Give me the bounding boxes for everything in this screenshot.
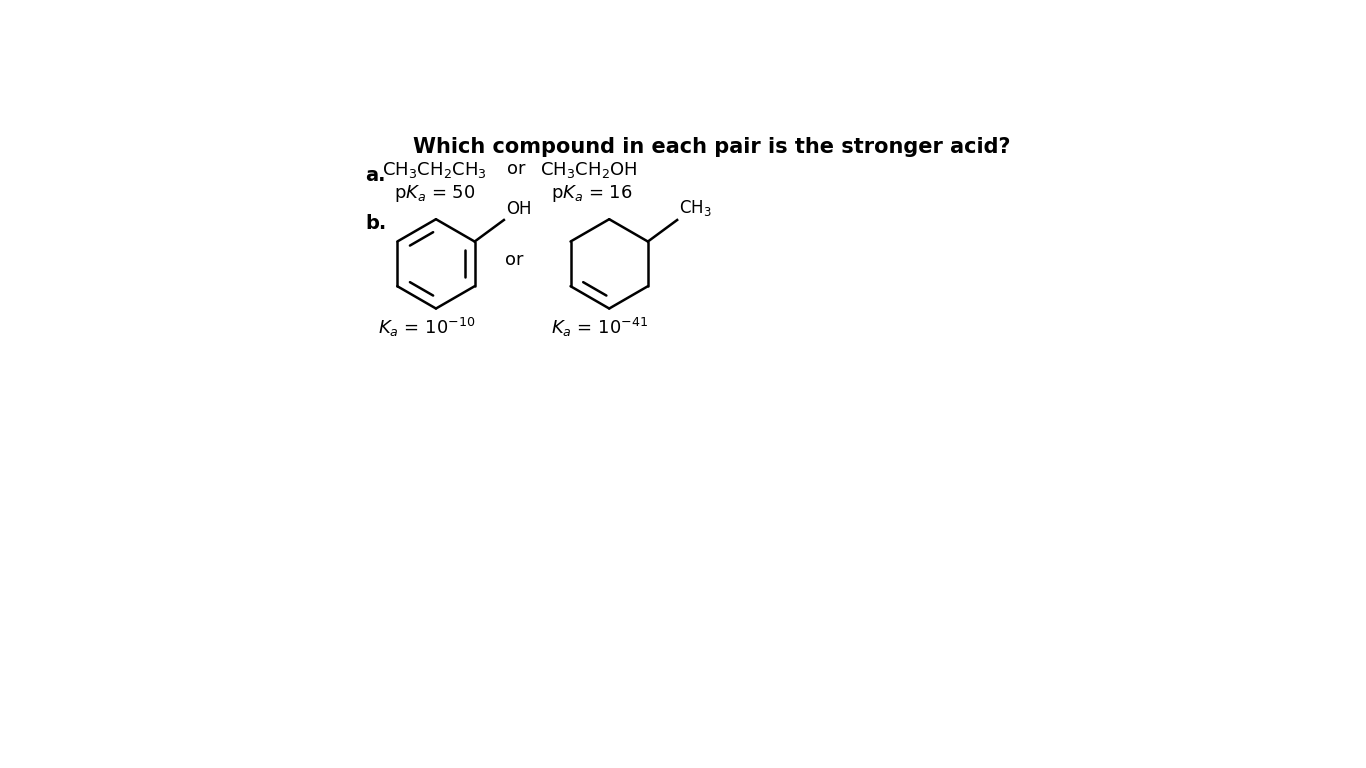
Text: p$K_a$ = 50: p$K_a$ = 50 — [393, 183, 475, 204]
Text: or: or — [507, 160, 526, 178]
Text: p$K_a$ = 16: p$K_a$ = 16 — [552, 183, 634, 204]
Text: CH$_3$CH$_2$OH: CH$_3$CH$_2$OH — [540, 160, 638, 180]
Text: a.: a. — [365, 166, 385, 185]
Text: CH$_3$: CH$_3$ — [679, 198, 712, 218]
Text: Which compound in each pair is the stronger acid?: Which compound in each pair is the stron… — [413, 137, 1011, 157]
Text: OH: OH — [507, 200, 531, 218]
Text: b.: b. — [365, 214, 387, 233]
Text: CH$_3$CH$_2$CH$_3$: CH$_3$CH$_2$CH$_3$ — [382, 160, 486, 180]
Text: $K_a$ = 10$^{-41}$: $K_a$ = 10$^{-41}$ — [552, 316, 649, 339]
Text: or: or — [505, 251, 523, 269]
Text: $K_a$ = 10$^{-10}$: $K_a$ = 10$^{-10}$ — [378, 316, 475, 339]
